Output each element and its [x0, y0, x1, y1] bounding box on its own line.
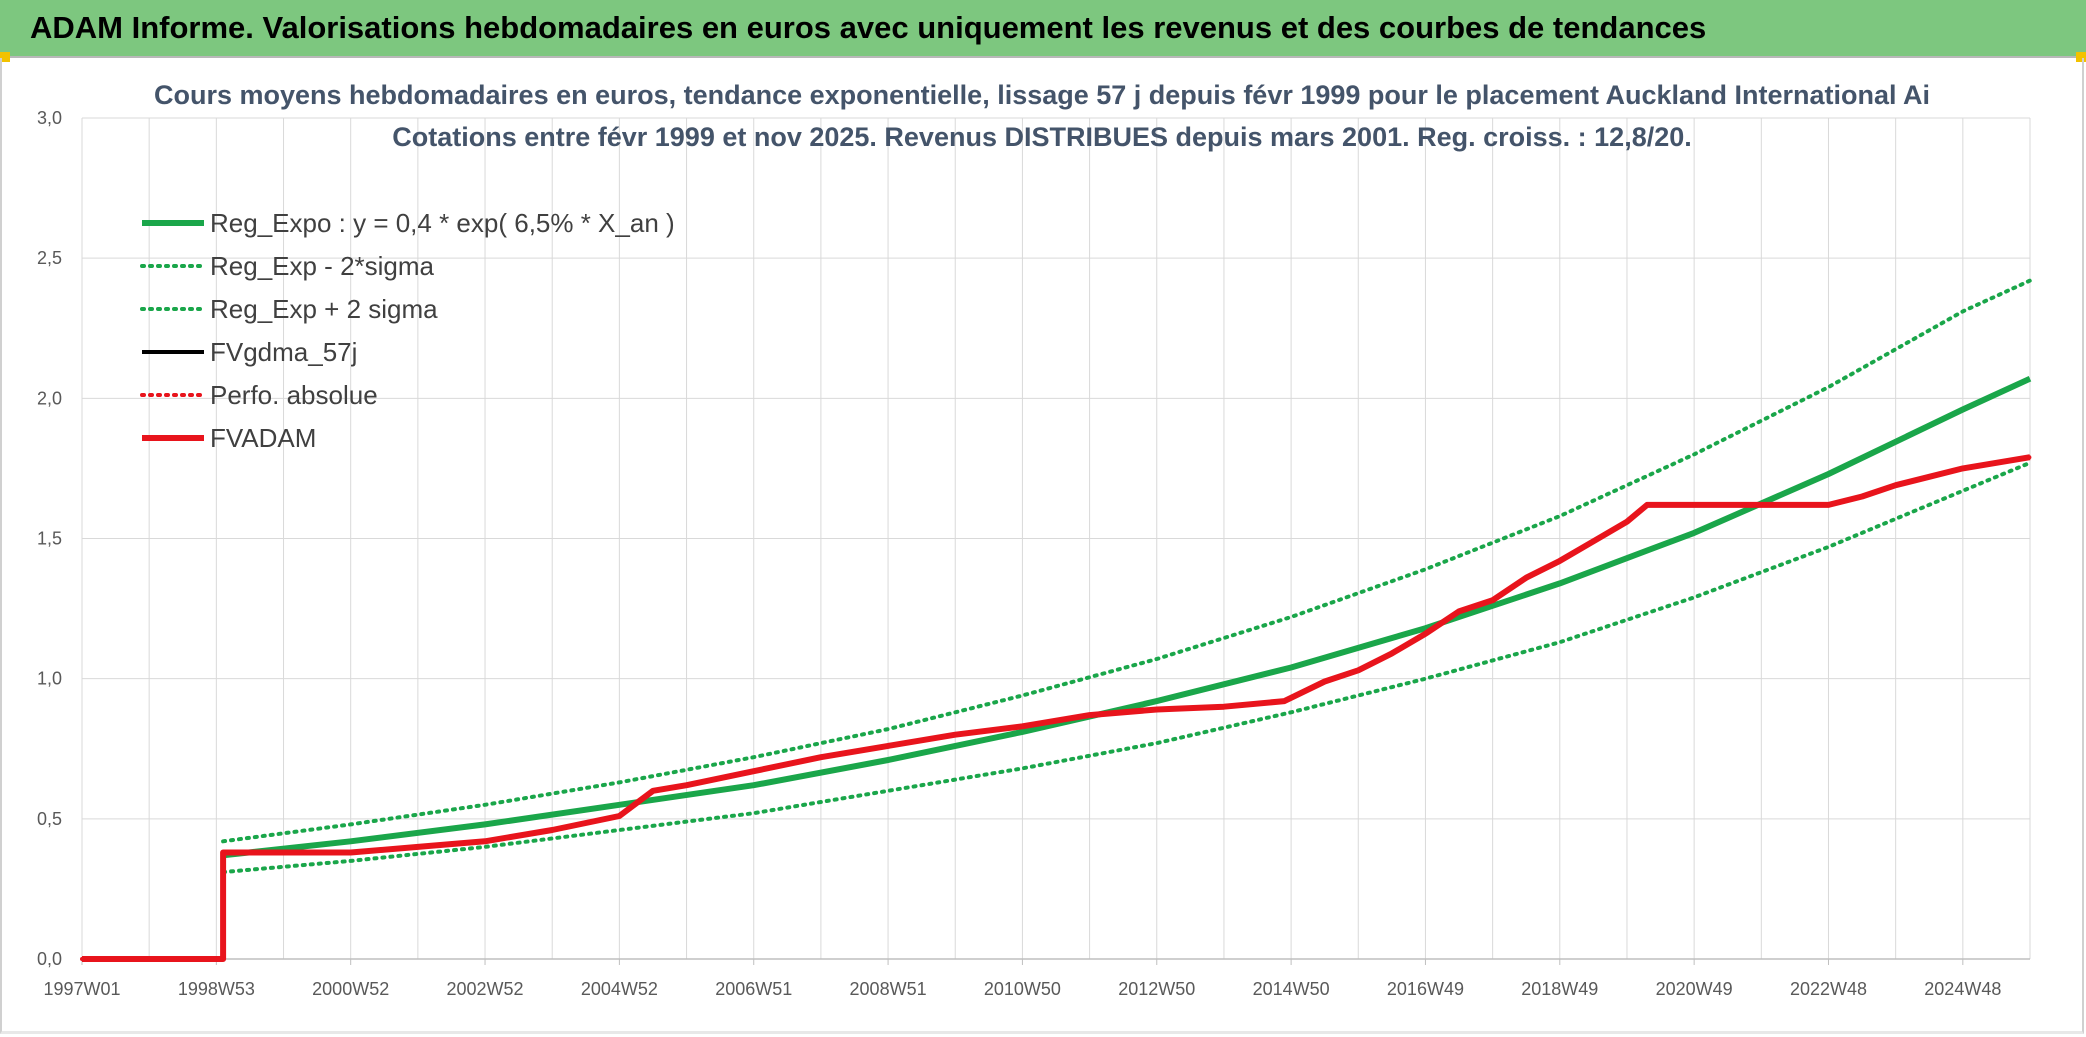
y-tick-label: 0,5: [37, 809, 62, 829]
x-tick-label: 2016W49: [1387, 979, 1464, 999]
series-line-perfo-absolue: [80, 455, 2032, 961]
legend: Reg_Expo : y = 0,4 * exp( 6,5% * X_an ) R…: [140, 208, 675, 453]
y-tick-label: 3,0: [37, 108, 62, 128]
legend-label: Perfo. absolue: [210, 380, 378, 410]
legend-label: Reg_Exp + 2 sigma: [210, 294, 438, 324]
series-line-fvadam: [82, 454, 2031, 962]
header-bar: ADAM Informe. Valorisations hebdomadaire…: [0, 0, 2086, 58]
x-tick-label: 2006W51: [715, 979, 792, 999]
axes: 0,0 0,5 1,0 1,5 2,0 2,5 3,0 1997W01 1998W53 2000W…: [37, 108, 2030, 999]
chart-title: Cours moyens hebdomadaires en euros, ten…: [154, 80, 1930, 110]
chart-subtitle: Cotations entre févr 1999 et nov 2025. R…: [392, 122, 1692, 152]
legend-label: Reg_Expo : y = 0,4 * exp( 6,5% * X_an ): [210, 208, 675, 238]
x-tick-label: 2002W52: [447, 979, 524, 999]
x-tick-label: 2018W49: [1521, 979, 1598, 999]
y-tick-label: 0,0: [37, 949, 62, 969]
x-tick-label: 2004W52: [581, 979, 658, 999]
page-title: ADAM Informe. Valorisations hebdomadaire…: [30, 10, 1707, 45]
x-tick-label: 2024W48: [1924, 979, 2001, 999]
legend-label: Reg_Exp - 2*sigma: [210, 251, 435, 281]
y-tick-label: 2,0: [37, 388, 62, 408]
series-line-reg-expo-y-0-4-exp-6-5-x-an: [222, 375, 2032, 859]
legend-label: FVADAM: [210, 423, 316, 453]
x-tick-label: 2014W50: [1253, 979, 1330, 999]
x-tick-label: 1998W53: [178, 979, 255, 999]
y-tick-label: 1,5: [37, 529, 62, 549]
x-tick-label: 2010W50: [984, 979, 1061, 999]
x-tick-label: 2022W48: [1790, 979, 1867, 999]
x-tick-label: 2020W49: [1656, 979, 1733, 999]
x-tick-label: 2000W52: [312, 979, 389, 999]
grid: [81, 117, 2031, 960]
series-line-fvgdma-57j: [82, 455, 2031, 961]
x-tick-label: 2008W51: [850, 979, 927, 999]
corner-marker: [2076, 52, 2086, 62]
x-tick-label: 1997W01: [43, 979, 120, 999]
series-line-reg-exp-2-sigma: [221, 460, 2032, 875]
line-chart: 0,0 0,5 1,0 1,5 2,0 2,5 3,0 1997W01 1998W53 2000W…: [37, 80, 2032, 999]
series-group: [80, 278, 2032, 962]
y-tick-label: 1,0: [37, 669, 62, 689]
series-line-reg-exp-2-sigma: [221, 278, 2032, 844]
y-tick-label: 2,5: [37, 248, 62, 268]
chart-area: 0,0 0,5 1,0 1,5 2,0 2,5 3,0 1997W01 1998W53 2000W…: [0, 58, 2084, 1034]
legend-label: FVgdma_57j: [210, 337, 357, 367]
corner-marker: [0, 52, 10, 62]
x-tick-label: 2012W50: [1118, 979, 1195, 999]
